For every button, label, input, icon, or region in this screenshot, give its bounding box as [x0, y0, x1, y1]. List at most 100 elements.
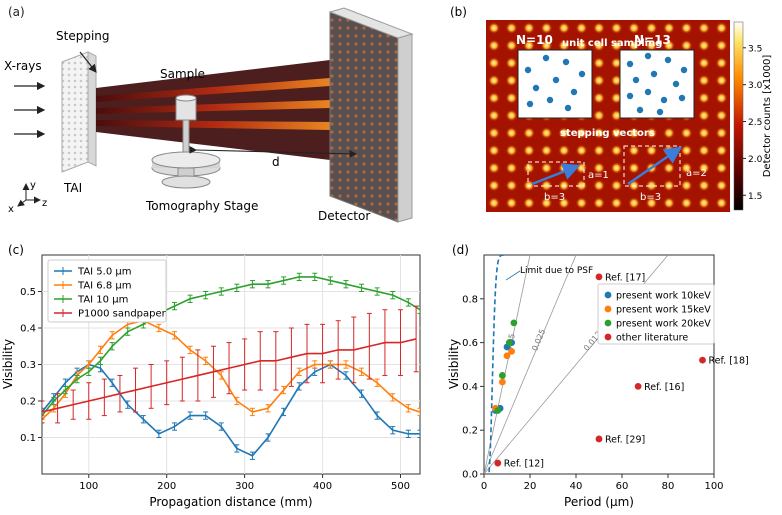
y-tick-label: 0.4: [462, 382, 478, 393]
panel-c-label: (c): [8, 243, 24, 257]
colorbar-ticks: 3.5 3.0 2.5 2.0 1.5: [743, 44, 763, 202]
detector-spot: [698, 179, 710, 192]
detector-spot: [558, 144, 570, 157]
y-tick-label: 0.1: [20, 433, 36, 444]
detector-spot: [523, 22, 535, 34]
detector-side: [397, 33, 413, 223]
legend-marker: [604, 305, 612, 313]
detector-spot: [698, 92, 710, 104]
detector-spot: [540, 179, 553, 192]
y-tick-label: 0.6: [462, 338, 478, 349]
scatter-point-2: [494, 407, 502, 414]
detector-spot: [628, 39, 640, 52]
detector-spot: [488, 162, 500, 174]
x-tick-label: 0: [481, 481, 487, 492]
plot-d-xlabel: Period (μm): [564, 495, 634, 509]
scatter-point-2: [499, 372, 506, 379]
stepping-vector-left: [531, 163, 581, 186]
detector-spot: [540, 22, 553, 34]
plot-c-ticks: 100 200 300 400 500 0.1 0.2 0.3 0.4 0.5: [20, 287, 410, 492]
unit-cell-dot: [672, 80, 680, 88]
axis-z-label: z: [42, 198, 47, 209]
reference-annotation: Ref. [17]: [605, 272, 645, 283]
detector-spot: [488, 57, 500, 69]
y-tick-label: 0.2: [462, 426, 478, 437]
detector-spot: [505, 39, 518, 52]
detector-spot: [540, 127, 553, 139]
axis-x-label: x: [8, 204, 14, 215]
colorbar-tick-label: 2.5: [748, 118, 762, 128]
colorbar-tick-label: 1.5: [748, 192, 762, 202]
unit-cell-dot: [632, 76, 640, 84]
detector-spot: [645, 179, 658, 192]
detector-spot: [540, 197, 553, 209]
detector-spot: [680, 127, 693, 139]
detector-spot: [645, 197, 658, 209]
x-tick-label: 400: [313, 481, 332, 492]
detector-spot: [505, 127, 518, 139]
a2-label: a=2: [686, 168, 707, 179]
detector-spot: [488, 22, 500, 34]
unit-cell-dot: [644, 88, 652, 96]
detector-spot: [505, 109, 518, 122]
detector-spot: [628, 197, 640, 209]
detector-spot: [715, 74, 728, 87]
n13-label: N=13: [634, 33, 671, 47]
plot-c-xlabel: Propagation distance (mm): [149, 495, 312, 509]
scatter-point-1: [503, 352, 511, 360]
axes-triad: [17, 183, 41, 207]
unit-cell-dot: [626, 92, 634, 100]
detector-spot: [593, 39, 605, 52]
detector-spot: [628, 22, 640, 34]
detector-label: Detector: [318, 209, 370, 223]
panel-d-label: (d): [452, 243, 469, 257]
detector-spot: [698, 162, 710, 174]
legend-entry: P1000 sandpaper: [78, 309, 167, 320]
distance-arrow: [189, 145, 358, 158]
detector-spot: [540, 39, 553, 52]
unit-cell-n13: [619, 49, 695, 119]
legend-entry: present work 15keV: [616, 305, 711, 316]
y-tick-label: 0.3: [20, 360, 36, 371]
detector-spot: [505, 92, 518, 104]
detector-spot: [505, 57, 518, 69]
detector-spot: [488, 109, 500, 122]
unit-cell-dot: [524, 66, 532, 74]
unit-cell-dot: [650, 70, 658, 78]
unit-cell-dot: [644, 52, 652, 60]
unit-cell-dot: [678, 94, 686, 102]
reference-annotation: Ref. [16]: [644, 382, 684, 393]
detector-spot: [488, 127, 500, 139]
detector-spot: [558, 127, 570, 139]
y-tick-label: 0.4: [20, 324, 36, 335]
legend-box: [47, 259, 167, 323]
axis-y-label: y: [30, 180, 36, 191]
detector-spot: [505, 74, 518, 87]
scatter-point-1: [508, 347, 515, 355]
detector-spot: [698, 127, 710, 139]
detector-spot: [558, 197, 570, 209]
y-tick-label: 0.2: [20, 397, 36, 408]
detector-spot: [628, 144, 640, 157]
detector-spot: [680, 22, 693, 34]
legend-marker: [604, 291, 612, 299]
panel-a-label: (a): [8, 5, 25, 19]
detector-spot: [523, 144, 535, 157]
detector-spot: [680, 197, 693, 209]
detector-spot: [575, 162, 588, 174]
detector-spot: [593, 127, 605, 139]
tomography-stage: [151, 151, 221, 189]
detector-spot: [488, 179, 500, 192]
detector-spot: [698, 144, 710, 157]
detector-spot: [593, 92, 605, 104]
detector-spot: [715, 57, 728, 69]
panel-b: (b) N=10 N=13 unit cell sampling steppin…: [450, 5, 773, 212]
detector-spot: [610, 127, 623, 139]
colorbar-tick-label: 2.0: [748, 155, 763, 165]
detector-spot: [663, 197, 675, 209]
stepping-box-left: [527, 161, 585, 187]
detector-spot: [645, 39, 658, 52]
detector-spot: [628, 127, 640, 139]
unit-cell-n10: [517, 49, 593, 119]
scatter-point-3: [494, 459, 502, 467]
